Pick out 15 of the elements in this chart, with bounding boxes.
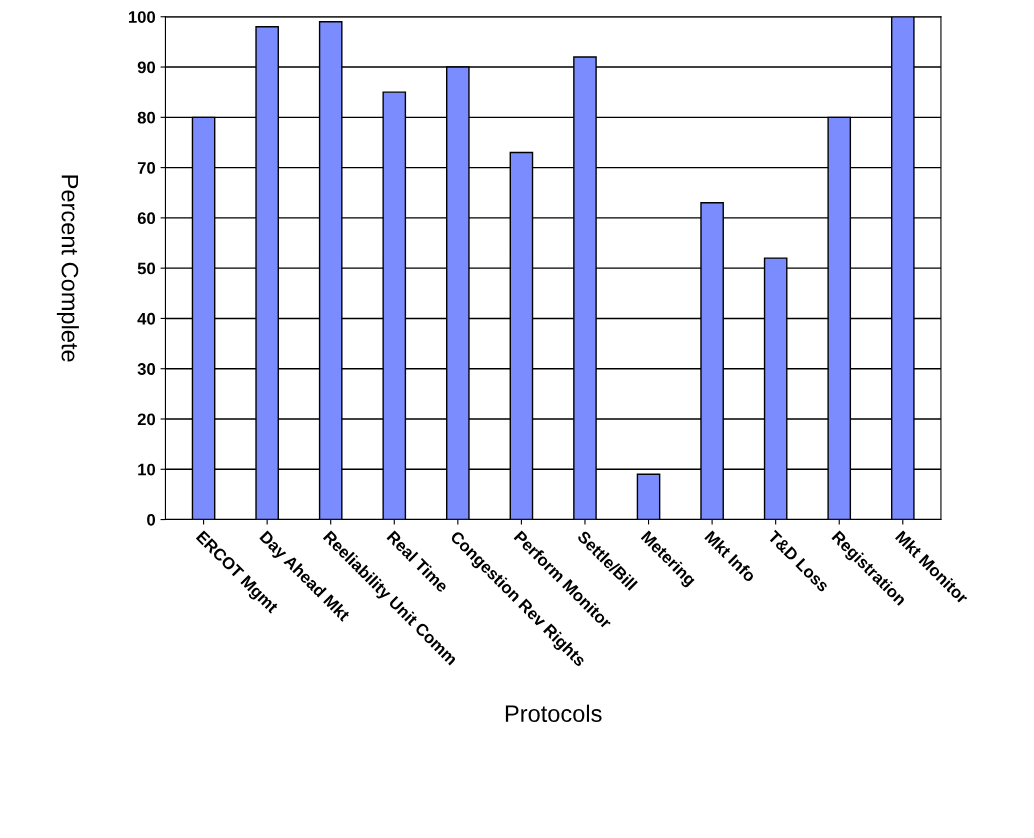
y-tick-label: 50 [137,262,156,275]
y-tick-label: 90 [137,61,156,74]
y-tick-label: 20 [137,413,156,426]
y-axis-title: Percent Complete [56,175,79,362]
x-tick-label: Mkt Info [704,530,757,583]
x-axis-title: Protocols [505,704,602,723]
y-tick-label: 80 [137,111,156,124]
y-tick-label: 0 [147,513,156,526]
y-tick-label: 100 [128,11,156,23]
y-tick-label: 70 [137,162,156,174]
bar [636,473,661,520]
y-tick-label: 60 [137,212,156,225]
y-tick-label: 30 [137,363,156,375]
y-tick-label: 10 [138,463,156,476]
y-tick-label: 40 [137,312,156,325]
